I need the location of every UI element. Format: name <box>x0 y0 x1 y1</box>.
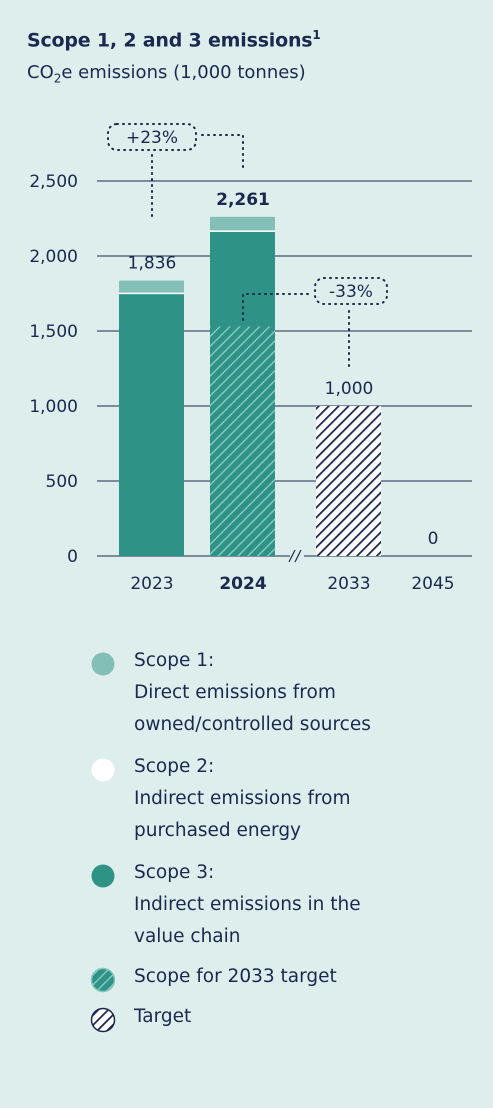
y-tick-label: 0 <box>67 547 78 567</box>
y-tick-label: 2,000 <box>29 247 78 267</box>
bar-scope-for-target-2024 <box>210 326 275 556</box>
bar-scope2-2024 <box>210 230 275 232</box>
axis-break-mark <box>294 549 302 563</box>
bars: 1,836 2,261 1,000 0 <box>119 190 438 556</box>
x-tick-label-2024: 2024 <box>219 574 266 594</box>
bar-scope1-2023 <box>119 280 184 293</box>
y-tick-label: 2,500 <box>29 172 78 192</box>
change-annotations: +23% -33% <box>107 123 388 371</box>
legend-swatch-scope3 <box>91 864 115 888</box>
x-axis: 2023 2024 2033 2045 <box>130 574 454 594</box>
annotation-box-minus33 <box>314 277 388 305</box>
bar-scope2-2023 <box>119 292 184 295</box>
data-label-2023: 1,836 <box>128 254 177 274</box>
legend-swatch-shape <box>91 758 115 782</box>
y-tick-label: 1,500 <box>29 322 78 342</box>
annotation-box-plus23 <box>107 123 197 151</box>
legend-label-scope_target: Scope for 2033 target <box>134 966 337 987</box>
legend-label-target: Target <box>134 1006 192 1027</box>
data-label-2033: 1,000 <box>325 379 374 399</box>
emissions-bar-chart: 0 500 1,000 1,500 2,000 2,500 1,836 2,261 1,000… <box>29 123 472 594</box>
bar-scope3-2023 <box>119 294 184 556</box>
annotation-text-minus33: -33% <box>329 282 373 302</box>
legend-item-scope1: Scope 1: Direct emissions from owned/con… <box>90 645 470 741</box>
legend-swatch-target <box>90 1007 116 1033</box>
legend-item-scope3: Scope 3: Indirect emissions in the value… <box>90 857 470 953</box>
annotation-connector <box>201 134 244 171</box>
legend-label-scope3: Scope 3: Indirect emissions in the value… <box>134 862 361 947</box>
y-axis: 0 500 1,000 1,500 2,000 2,500 <box>29 172 78 567</box>
bar-target-2033 <box>316 406 381 556</box>
x-tick-label-2045: 2045 <box>411 574 454 594</box>
data-label-2024: 2,261 <box>216 190 270 210</box>
legend-label-scope2: Scope 2: Indirect emissions from purchas… <box>134 756 351 841</box>
axis-break-mark <box>288 549 296 563</box>
y-tick-label: 1,000 <box>29 397 78 417</box>
legend-swatch-scope2 <box>91 758 115 782</box>
y-tick-label: 500 <box>46 472 78 492</box>
legend-item-scope2: Scope 2: Indirect emissions from purchas… <box>90 751 470 847</box>
legend-item-scope_target: Scope for 2033 target <box>90 961 470 993</box>
bar-scope1-2024 <box>210 216 275 231</box>
legend-swatch-scope1 <box>91 652 115 676</box>
data-label-2045: 0 <box>428 529 439 549</box>
legend-label-scope1: Scope 1: Direct emissions from owned/con… <box>134 650 371 735</box>
subtitle-subscript: 2 <box>53 71 62 86</box>
legend-swatch-shape <box>91 864 115 888</box>
title-footnote-mark: 1 <box>312 28 321 42</box>
legend-item-target: Target <box>90 1001 470 1033</box>
legend-swatch-shape <box>90 967 116 993</box>
legend-swatch-scope_target <box>90 967 116 993</box>
x-tick-label-2023: 2023 <box>130 574 173 594</box>
annotation-connector <box>242 293 309 321</box>
legend-swatch-shape <box>90 1007 116 1033</box>
legend-swatch-shape <box>91 652 115 676</box>
annotation-text-plus23: +23% <box>126 128 178 148</box>
legend: Scope 1: Direct emissions from owned/con… <box>90 645 470 1033</box>
chart-title: Scope 1, 2 and 3 emissions1 <box>27 28 321 52</box>
chart-subtitle: CO2e emissions (1,000 tonnes) <box>27 62 306 86</box>
x-tick-label-2033: 2033 <box>327 574 370 594</box>
